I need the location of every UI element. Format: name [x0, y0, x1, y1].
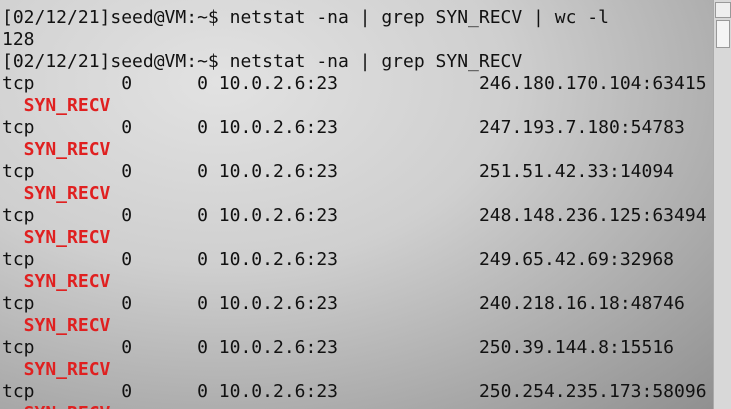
send-q: 0	[197, 381, 208, 402]
scrollbar[interactable]	[713, 0, 731, 409]
local-address: 10.0.2.6:23	[218, 381, 339, 402]
proto: tcp	[2, 293, 35, 314]
foreign-address: 248.148.236.125:63494	[478, 205, 707, 226]
recv-q: 0	[121, 117, 133, 138]
foreign-address: 250.254.235.173:58096	[478, 381, 707, 402]
foreign-address: 246.180.170.104:63415	[478, 73, 707, 94]
foreign-address: 240.218.16.18:48746	[478, 293, 685, 314]
recv-q: 0	[121, 205, 133, 226]
recv-q: 0	[121, 381, 133, 402]
local-address: 10.0.2.6:23	[218, 205, 339, 226]
recv-q: 0	[121, 293, 133, 314]
foreign-address: 250.39.144.8:15516	[478, 337, 675, 358]
local-address: 10.0.2.6:23	[218, 249, 339, 270]
state: SYN_RECV	[23, 359, 111, 380]
state: SYN_RECV	[23, 271, 111, 292]
foreign-address: 251.51.42.33:14094	[478, 161, 675, 182]
foreign-address: 249.65.42.69:32968	[478, 249, 675, 270]
proto: tcp	[2, 205, 35, 226]
prompt: [02/12/21]seed@VM:~$	[2, 7, 219, 28]
local-address: 10.0.2.6:23	[218, 337, 339, 358]
scroll-thumb[interactable]	[716, 20, 730, 48]
proto: tcp	[2, 117, 35, 138]
state: SYN_RECV	[23, 139, 111, 160]
scroll-up-button[interactable]	[715, 2, 731, 18]
state: SYN_RECV	[23, 227, 111, 248]
local-address: 10.0.2.6:23	[218, 293, 339, 314]
send-q: 0	[197, 73, 208, 94]
proto: tcp	[2, 161, 35, 182]
state: SYN_RECV	[24, 403, 111, 409]
local-address: 10.0.2.6:23	[218, 73, 339, 94]
state: SYN_RECV	[23, 95, 111, 116]
local-address: 10.0.2.6:23	[218, 161, 339, 182]
recv-q: 0	[121, 249, 133, 270]
send-q: 0	[197, 293, 208, 314]
send-q: 0	[197, 337, 208, 358]
proto: tcp	[2, 249, 35, 270]
local-address: 10.0.2.6:23	[218, 117, 339, 138]
send-q: 0	[197, 249, 208, 270]
send-q: 0	[197, 161, 208, 182]
state: SYN_RECV	[23, 183, 111, 204]
proto: tcp	[2, 337, 35, 358]
recv-q: 0	[121, 337, 133, 358]
recv-q: 0	[121, 161, 133, 182]
send-q: 0	[197, 205, 208, 226]
command-output: 128	[2, 29, 35, 50]
send-q: 0	[197, 117, 208, 138]
prompt: [02/12/21]seed@VM:~$	[2, 51, 219, 72]
proto: tcp	[2, 381, 35, 402]
command: netstat -na | grep SYN_RECV	[229, 51, 523, 72]
command: netstat -na | grep SYN_RECV | wc -l	[229, 7, 609, 28]
recv-q: 0	[121, 73, 133, 94]
state: SYN_RECV	[23, 315, 111, 336]
proto: tcp	[2, 73, 35, 94]
foreign-address: 247.193.7.180:54783	[478, 117, 685, 138]
